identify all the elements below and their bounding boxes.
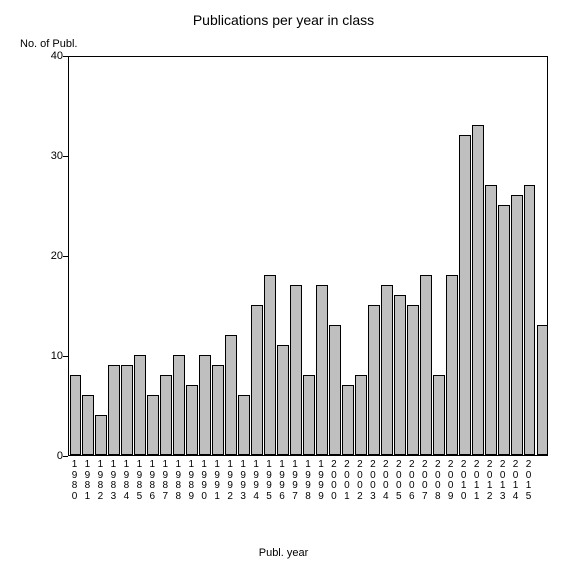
bar bbox=[433, 375, 445, 455]
x-tick-label: 2012 bbox=[483, 460, 496, 502]
bar bbox=[147, 395, 159, 455]
bar bbox=[420, 275, 432, 455]
x-tick-label: 2010 bbox=[457, 460, 470, 502]
y-tick-label: 10 bbox=[23, 350, 63, 362]
y-tick-label: 0 bbox=[23, 450, 63, 462]
bar bbox=[355, 375, 367, 455]
x-tick-label: 1989 bbox=[185, 460, 198, 502]
bar bbox=[459, 135, 471, 455]
x-tick-label: 2013 bbox=[496, 460, 509, 502]
x-tick-label: 1992 bbox=[224, 460, 237, 502]
x-tick-label: 1988 bbox=[172, 460, 185, 502]
bar bbox=[173, 355, 185, 455]
y-axis-title: No. of Publ. bbox=[20, 38, 77, 50]
bar bbox=[381, 285, 393, 455]
x-tick-label: 1982 bbox=[94, 460, 107, 502]
bar bbox=[472, 125, 484, 455]
x-tick-label: 1996 bbox=[276, 460, 289, 502]
x-tick-label: 2014 bbox=[509, 460, 522, 502]
chart-title: Publications per year in class bbox=[0, 12, 567, 28]
x-tick-label: 1998 bbox=[302, 460, 315, 502]
x-tick-label: 2008 bbox=[431, 460, 444, 502]
x-tick-label: 2015 bbox=[522, 460, 535, 502]
bar bbox=[316, 285, 328, 455]
bar bbox=[160, 375, 172, 455]
x-tick-label: 2005 bbox=[392, 460, 405, 502]
bar bbox=[342, 385, 354, 455]
bar bbox=[134, 355, 146, 455]
bar bbox=[264, 275, 276, 455]
x-tick-label: 1995 bbox=[263, 460, 276, 502]
bars-group bbox=[69, 57, 547, 455]
y-tick-mark bbox=[63, 456, 68, 457]
bar bbox=[394, 295, 406, 455]
plot-area bbox=[68, 56, 548, 456]
bar bbox=[225, 335, 237, 455]
x-tick-label: 1997 bbox=[289, 460, 302, 502]
y-tick-label: 40 bbox=[23, 50, 63, 62]
bar bbox=[407, 305, 419, 455]
x-tick-label: 1986 bbox=[146, 460, 159, 502]
bar bbox=[368, 305, 380, 455]
x-tick-label: 2011 bbox=[470, 460, 483, 502]
x-tick-label: 2006 bbox=[405, 460, 418, 502]
bar bbox=[524, 185, 536, 455]
y-tick-label: 30 bbox=[23, 150, 63, 162]
bar bbox=[199, 355, 211, 455]
bar bbox=[537, 325, 549, 455]
bar bbox=[238, 395, 250, 455]
x-axis-title: Publ. year bbox=[0, 547, 567, 559]
bar bbox=[70, 375, 82, 455]
bar bbox=[186, 385, 198, 455]
x-tick-label: 1983 bbox=[107, 460, 120, 502]
bar bbox=[329, 325, 341, 455]
x-tick-label: 2001 bbox=[340, 460, 353, 502]
x-tick-label: 2000 bbox=[327, 460, 340, 502]
bar bbox=[511, 195, 523, 455]
x-tick-label: 2002 bbox=[353, 460, 366, 502]
bar bbox=[212, 365, 224, 455]
bar bbox=[108, 365, 120, 455]
x-tick-label: 1985 bbox=[133, 460, 146, 502]
x-tick-label: 1999 bbox=[314, 460, 327, 502]
x-tick-label: 1993 bbox=[237, 460, 250, 502]
bar bbox=[290, 285, 302, 455]
bar bbox=[303, 375, 315, 455]
x-tick-label: 2009 bbox=[444, 460, 457, 502]
bar bbox=[251, 305, 263, 455]
x-tick-label: 1984 bbox=[120, 460, 133, 502]
bar bbox=[121, 365, 133, 455]
x-tick-label: 2004 bbox=[379, 460, 392, 502]
y-tick-label: 20 bbox=[23, 250, 63, 262]
x-tick-label: 1990 bbox=[198, 460, 211, 502]
x-tick-label: 2003 bbox=[366, 460, 379, 502]
x-tick-label: 1981 bbox=[81, 460, 94, 502]
bar bbox=[82, 395, 94, 455]
bar bbox=[277, 345, 289, 455]
x-tick-label: 1987 bbox=[159, 460, 172, 502]
bar bbox=[498, 205, 510, 455]
x-tick-label: 1980 bbox=[68, 460, 81, 502]
bar bbox=[95, 415, 107, 455]
publications-bar-chart: Publications per year in class No. of Pu… bbox=[0, 0, 567, 567]
x-tick-label: 2007 bbox=[418, 460, 431, 502]
x-tick-label: 1991 bbox=[211, 460, 224, 502]
bar bbox=[446, 275, 458, 455]
bar bbox=[485, 185, 497, 455]
x-tick-label: 1994 bbox=[250, 460, 263, 502]
